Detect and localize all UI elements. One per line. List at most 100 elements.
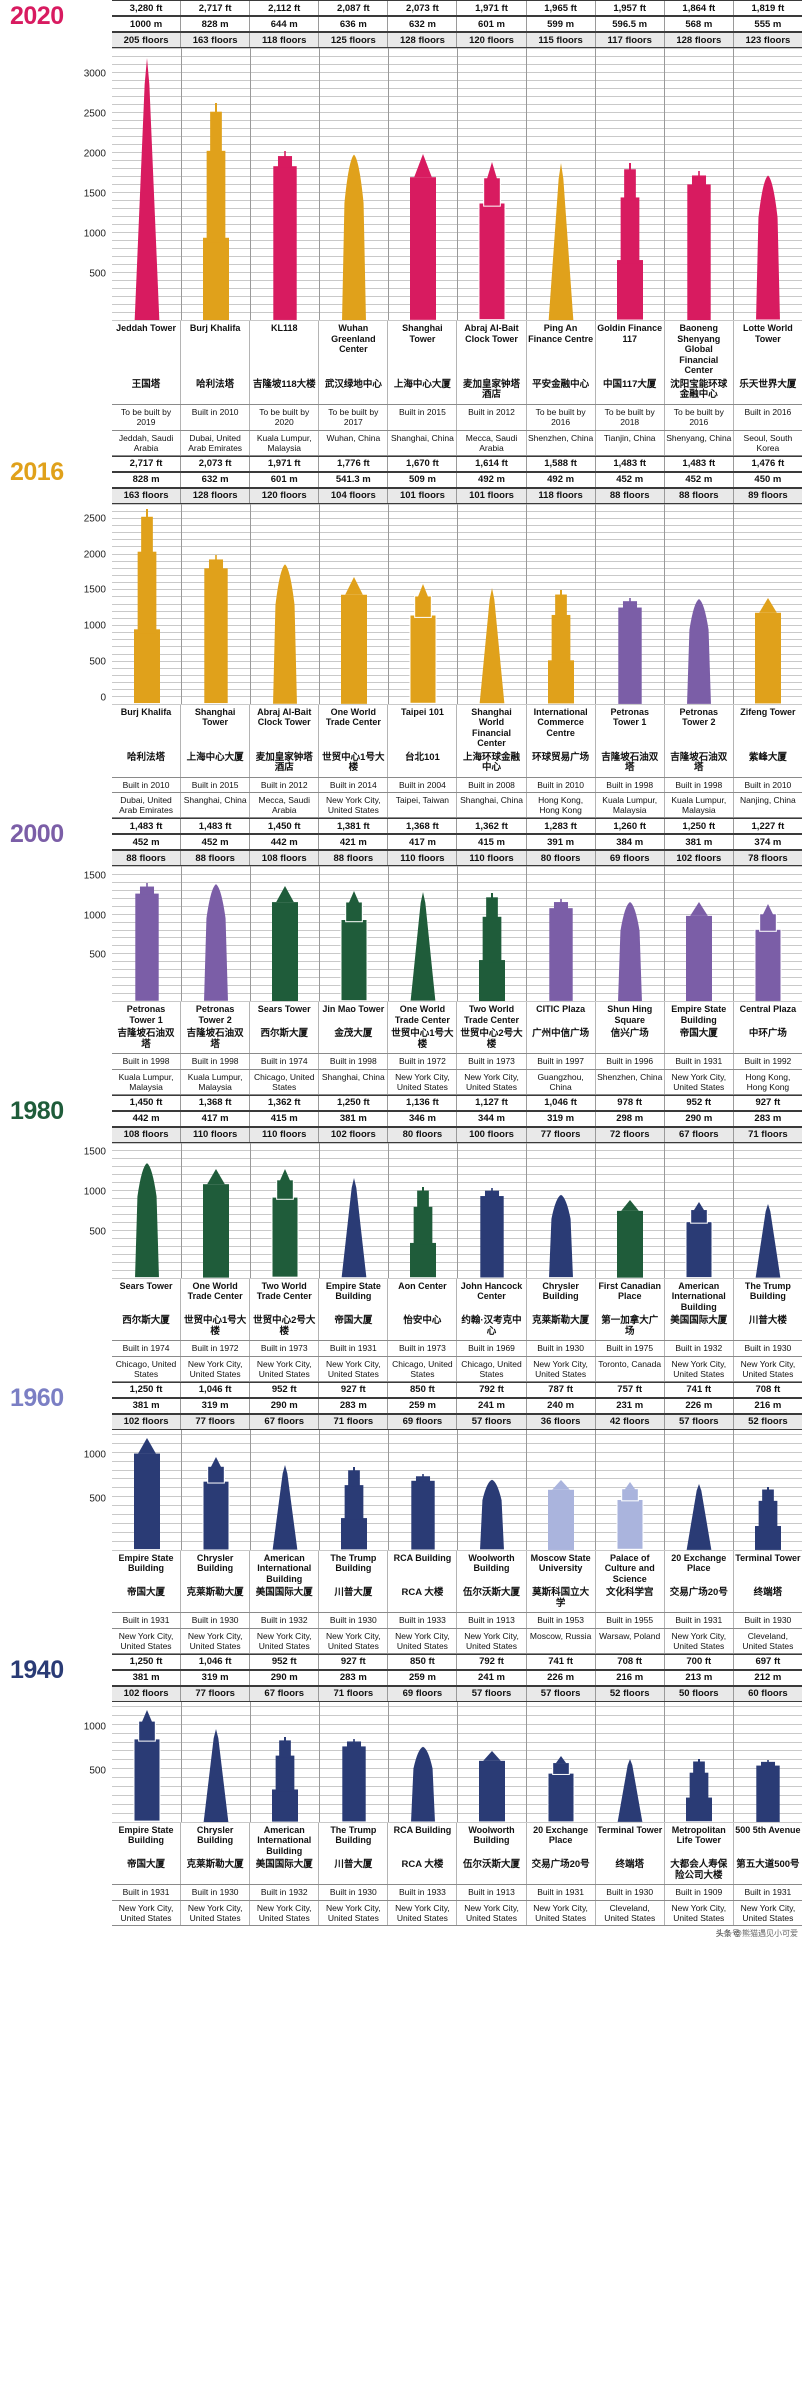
building-silhouette (469, 1188, 515, 1278)
bar-cell (457, 1702, 526, 1822)
header-height_ft-cell: 1,381 ft (319, 819, 389, 833)
header-height_m-cell: 555 m (754, 18, 782, 30)
building-name-cell: Two World Trade Center (250, 1277, 320, 1314)
header-height_ft-cell: 1,450 ft (112, 1095, 182, 1110)
axis-tick-label: 1500 (83, 188, 106, 200)
building-name-cn-cell: 帝国大厦 (112, 1858, 182, 1884)
building-name-cn-cell: 大都会人寿保险公司大楼 (665, 1858, 734, 1884)
label-row-building-name-cn: 王国塔 哈利法塔 吉隆坡118大楼 武汉绿地中心 上海中心大厦 麦加皇家钟塔酒店 平安金融中… (112, 377, 802, 404)
column-separator (664, 866, 665, 1001)
column-separator (733, 503, 734, 704)
bar-cell (526, 1430, 595, 1550)
header-height_m-cell: 452 m (112, 835, 182, 849)
label-row-building-name-cn: 帝国大厦 克莱斯勒大厦 美国国际大厦 川普大厦 RCA 大楼 伍尔沃斯大厦 交易广场20号终… (112, 1858, 802, 1884)
building-silhouette (745, 903, 791, 1001)
axis-tick-label: 2000 (83, 549, 106, 561)
year-column: 2000 500 1000 1500 (0, 818, 112, 1095)
header-height_m-cell: 381 m (112, 1670, 182, 1685)
header-height_ft-cell: 1,227 ft (751, 820, 785, 832)
column-separator (457, 1701, 458, 1822)
building-name-cell: Metropolitan Life Tower (665, 1821, 734, 1858)
header-height_m-cell: 319 m (181, 1670, 251, 1685)
location-cell: New York City, United States (319, 793, 389, 817)
header-height_m-cell: 492 m (527, 472, 596, 487)
column-separator (595, 503, 596, 704)
building-name-cell: Two World Trade Center (457, 1001, 527, 1027)
building-name-cell: Shanghai Tower (388, 320, 458, 378)
built-year-cell: Built in 1932 (250, 1885, 320, 1900)
building-name-cell: Sears Tower (112, 1277, 182, 1314)
building-silhouette (745, 1486, 791, 1550)
label-row-built-year: Built in 2010 Built in 2015 Built in 2012 B… (112, 776, 802, 793)
location-cell: New York City, United States (457, 1628, 527, 1653)
header-floors-cell: 52 floors (596, 1686, 665, 1701)
building-silhouette (676, 598, 722, 704)
built-year-cell: Built in 1955 (596, 1613, 665, 1628)
building-silhouette (262, 1736, 308, 1822)
built-year-cell: Built in 1969 (457, 1341, 527, 1356)
building-name-cell: The Trump Building (319, 1549, 389, 1586)
building-silhouette (262, 151, 308, 320)
building-name-cell: American International Building (665, 1277, 734, 1314)
building-silhouette (331, 576, 377, 704)
built-year-cell: To be built by 2019 (112, 404, 182, 430)
header-height_ft-cell: 700 ft (665, 1654, 734, 1669)
built-year-cell: Built in 1913 (457, 1613, 527, 1628)
header-floors-cell: 100 floors (457, 1127, 527, 1142)
built-year-cell: To be built by 2020 (250, 404, 320, 430)
column-separator (181, 48, 182, 320)
header-floors-cell: 123 floors (745, 34, 791, 46)
header-floors-cell: 88 floors (112, 851, 182, 865)
header-height_m-cell: 391 m (527, 835, 596, 849)
label-row-building-name: Jeddah Tower Burj Khalifa KL118 Wuhan Green… (112, 320, 802, 378)
building-silhouette (193, 1728, 239, 1822)
header-height_ft-cell: 1,614 ft (457, 456, 527, 471)
location-cell: Taipei, Taiwan (388, 793, 458, 817)
building-name-cn-cell: 伍尔沃斯大厦 (457, 1858, 527, 1884)
header-row-floors: 108 floors 110 floors 110 floors 102 floors… (112, 1126, 802, 1143)
location-cell: New York City, United States (112, 1900, 182, 1925)
header-height_ft-cell: 850 ft (388, 1654, 458, 1669)
header-floors-cell: 110 floors (181, 1127, 251, 1142)
building-name-cn-cell: 中国117大厦 (596, 377, 665, 404)
building-name-cell: Moscow State University (527, 1549, 596, 1586)
header-floors-cell: 77 floors (181, 1414, 251, 1429)
built-year-cell: Built in 2015 (181, 777, 251, 792)
header-height_ft-cell: 708 ft (596, 1654, 665, 1669)
bar-cell (733, 504, 802, 704)
bar-cell (457, 48, 526, 320)
header-floors-cell: 110 floors (457, 851, 527, 865)
chart-plot-2020 (112, 48, 802, 321)
label-row-building-name-cn: 吉隆坡石油双塔 吉隆坡石油双塔 西尔斯大厦 金茂大厦 世贸中心1号大楼 世贸中心2号大楼广… (112, 1027, 802, 1053)
bar-cell (319, 1143, 388, 1278)
header-height_ft-cell: 1,450 ft (250, 819, 320, 833)
location-cell: Shanghai, China (319, 1069, 389, 1094)
bar-cell (388, 1143, 457, 1278)
column-separator (250, 1429, 251, 1550)
header-height_m-cell: 452 m (181, 835, 251, 849)
building-name-cell: International Commerce Centre (527, 703, 596, 751)
year-column: 1960 500 1000 (0, 1381, 112, 1654)
location-cell: Jeddah, Saudi Arabia (112, 430, 182, 455)
building-name-cn-cell: 环球贸易广场 (527, 750, 596, 777)
header-height_m-cell: 216 m (754, 1400, 782, 1411)
building-silhouette (331, 1739, 377, 1822)
gridline-minor (112, 703, 802, 705)
building-name-cell: American International Building (250, 1821, 320, 1858)
column-separator (181, 1701, 182, 1822)
header-height_m-cell: 344 m (457, 1111, 527, 1126)
location-cell: Dubai, United Arab Emirates (181, 430, 251, 455)
building-name-cell: Aon Center (388, 1277, 458, 1314)
bar-cell (319, 48, 388, 320)
building-name-cell: 20 Exchange Place (665, 1549, 734, 1586)
bar-cell (664, 1430, 733, 1550)
building-name-cn-cell: 帝国大厦 (112, 1586, 182, 1612)
building-name-cn-cell: 世贸中心1号大楼 (319, 750, 389, 777)
bar-cell (112, 1430, 181, 1550)
header-height_ft-cell: 1,588 ft (527, 456, 596, 471)
axis-tick-label: 1500 (83, 584, 106, 596)
header-height_ft-cell: 1,483 ft (665, 456, 734, 471)
bar-cell (526, 1143, 595, 1278)
header-height_m-cell: 216 m (596, 1670, 665, 1685)
building-name-cn-cell: 克莱斯勒大厦 (181, 1858, 251, 1884)
